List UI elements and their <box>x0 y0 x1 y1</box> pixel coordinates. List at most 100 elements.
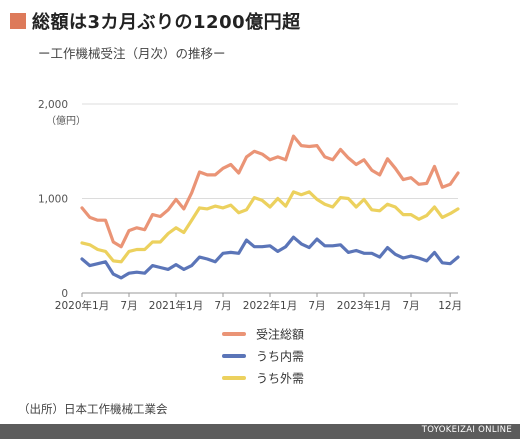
data-point <box>261 199 263 202</box>
data-point <box>394 206 397 208</box>
data-point <box>418 218 420 221</box>
data-point <box>143 272 146 274</box>
x-tick-label: 2022年1月 <box>243 299 297 312</box>
data-point <box>418 257 420 259</box>
y-axis-label: （億円） <box>46 114 86 127</box>
data-point <box>81 258 83 260</box>
data-point <box>136 226 138 229</box>
legend-label: うち外需 <box>256 372 304 386</box>
x-tick-label: 7月 <box>120 300 137 312</box>
data-point <box>339 196 342 199</box>
data-point <box>206 258 209 260</box>
data-point <box>457 208 459 210</box>
data-point <box>175 198 177 201</box>
data-point <box>151 241 154 243</box>
data-point <box>378 209 381 212</box>
data-point <box>441 261 444 264</box>
chart-title: 総額は3カ月ぶりの1200億円超 <box>32 12 301 33</box>
data-point <box>363 158 365 161</box>
data-point <box>449 262 451 265</box>
data-point <box>120 277 122 279</box>
data-point <box>253 245 256 248</box>
data-point <box>331 244 334 247</box>
data-point <box>449 212 451 215</box>
data-point <box>167 209 169 211</box>
data-point <box>237 211 240 214</box>
data-point <box>222 252 224 255</box>
data-point <box>96 262 99 265</box>
data-point <box>308 191 310 193</box>
series-layer <box>80 134 460 280</box>
data-point <box>402 213 404 216</box>
data-point <box>175 263 177 266</box>
data-point <box>104 250 107 253</box>
source-note: （出所）日本工作機械工業会 <box>18 402 168 416</box>
data-point <box>331 158 334 161</box>
data-point <box>433 251 436 254</box>
data-point <box>355 249 357 252</box>
data-point <box>104 219 107 222</box>
chart-subtitle: ー工作機械受注（月次）の推移ー <box>38 46 226 61</box>
data-point <box>324 156 326 158</box>
data-point <box>198 256 201 258</box>
data-point <box>316 198 318 201</box>
x-tick-label: 7月 <box>214 300 231 312</box>
x-tick-label: 12月 <box>438 300 462 312</box>
data-point <box>300 243 303 245</box>
data-point <box>433 165 436 168</box>
data-point <box>245 209 248 211</box>
data-point <box>308 145 310 148</box>
data-point <box>167 268 169 271</box>
data-point <box>89 216 91 219</box>
data-point <box>159 241 162 243</box>
data-point <box>284 158 287 161</box>
data-point <box>89 264 91 267</box>
data-point <box>441 216 444 219</box>
data-point <box>292 135 295 137</box>
data-point <box>175 226 177 229</box>
publisher-credit: TOYOKEIZAI ONLINE <box>421 425 512 435</box>
data-point <box>206 174 209 176</box>
data-point <box>112 273 115 275</box>
data-point <box>378 174 381 176</box>
data-point <box>214 174 216 176</box>
y-tick-label: 1,000 <box>38 194 68 206</box>
data-point <box>190 264 193 267</box>
footer-bar: TOYOKEIZAI ONLINE <box>0 424 520 439</box>
data-point <box>104 261 107 263</box>
y-tick-label: 2,000 <box>38 99 68 111</box>
data-point <box>457 256 459 258</box>
data-point <box>128 272 130 274</box>
x-tick-label: 2023年1月 <box>337 299 391 312</box>
legend-label: うち内需 <box>256 350 304 364</box>
data-point <box>206 208 209 210</box>
data-point <box>347 157 350 159</box>
data-point <box>269 244 271 247</box>
data-point <box>245 239 248 241</box>
data-point <box>277 197 279 200</box>
data-point <box>292 191 295 193</box>
data-point <box>198 207 201 209</box>
data-point <box>355 206 357 208</box>
data-point <box>371 252 373 255</box>
data-point <box>347 251 350 254</box>
data-point <box>151 213 154 216</box>
data-point <box>167 232 169 235</box>
data-point <box>143 248 146 251</box>
data-point <box>308 246 310 249</box>
data-point <box>410 255 412 257</box>
data-point <box>253 196 256 199</box>
data-point <box>112 260 115 262</box>
data-point <box>190 219 193 222</box>
data-point <box>253 150 256 153</box>
series-line-1 <box>80 134 460 249</box>
data-point <box>261 153 263 155</box>
series-line-2 <box>80 235 460 280</box>
data-point <box>190 192 193 194</box>
data-point <box>425 260 428 262</box>
title-marker <box>10 13 26 29</box>
data-point <box>457 172 459 174</box>
data-point <box>120 261 122 263</box>
data-point <box>441 186 444 188</box>
